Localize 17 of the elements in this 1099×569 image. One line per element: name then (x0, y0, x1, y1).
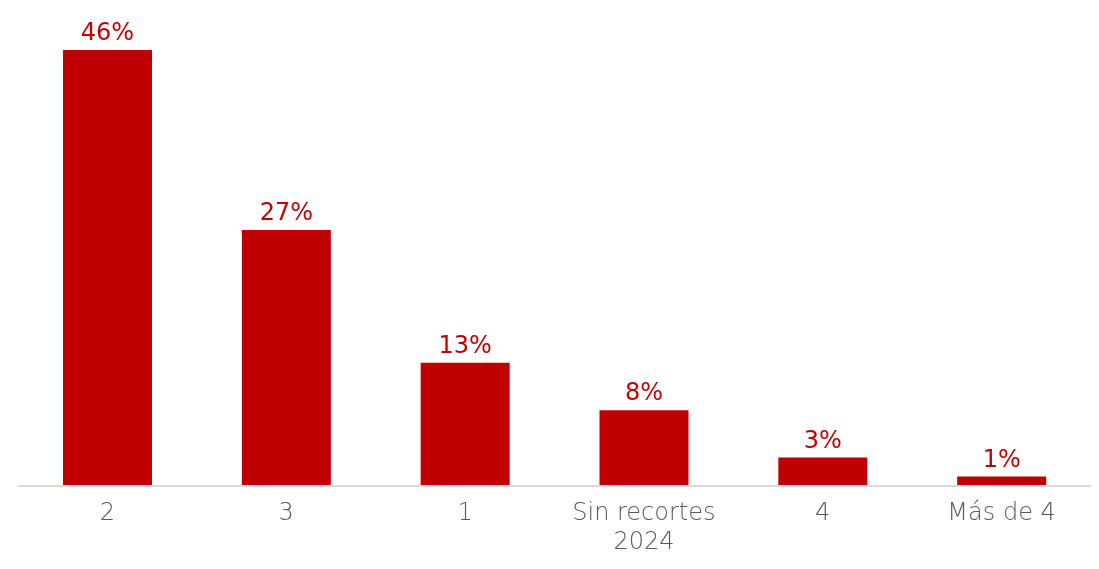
bar (420, 362, 510, 486)
bar (778, 457, 868, 486)
bar (241, 230, 331, 486)
x-tick-label: Sin recortes 2024 (572, 498, 716, 555)
data-label: 8% (624, 378, 664, 407)
bar (599, 410, 689, 486)
x-tick-label: 2 (99, 498, 116, 526)
data-label: 1% (982, 444, 1021, 473)
bar (63, 50, 152, 486)
data-label: 46% (80, 18, 135, 46)
x-tick-label: 3 (278, 498, 294, 526)
x-tick-label: 1 (457, 498, 473, 526)
data-label: 27% (259, 198, 314, 227)
data-label: 3% (803, 425, 842, 454)
x-tick-label: Más de 4 (947, 498, 1056, 526)
x-tick-label: 4 (815, 498, 831, 526)
data-label: 13% (438, 330, 492, 359)
